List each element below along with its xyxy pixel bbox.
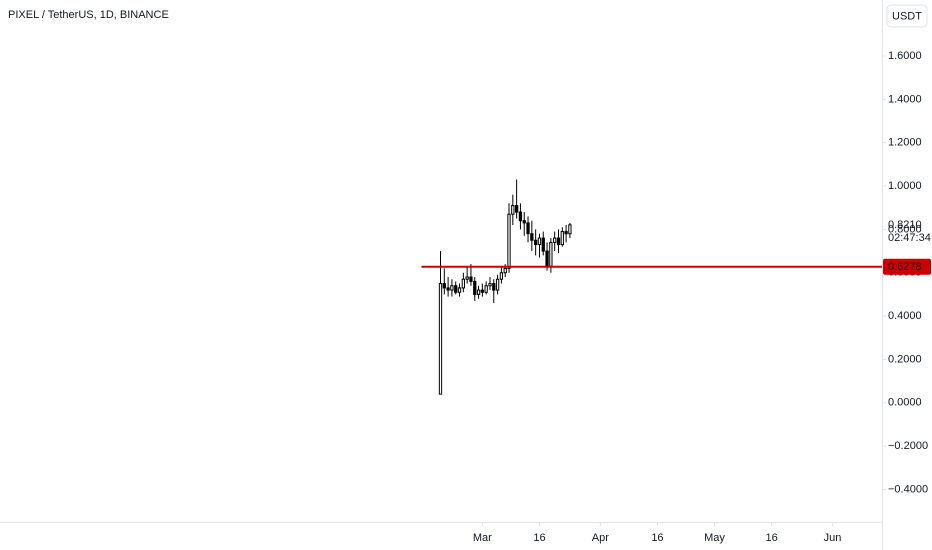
y-tick-label: 0.2000 — [888, 353, 922, 365]
candle-body — [450, 285, 454, 291]
candle-body — [553, 237, 557, 243]
y-tick-label: 1.2000 — [888, 137, 922, 149]
candle-body — [530, 233, 534, 241]
x-tick-label: 16 — [651, 532, 663, 544]
candle-body — [473, 280, 477, 295]
y-tick-label: −0.2000 — [888, 440, 928, 452]
y-tick-label: 0.0000 — [888, 397, 922, 409]
candle-body — [549, 241, 553, 267]
last-price-label: 0.8210 — [888, 219, 922, 231]
candle-body — [518, 211, 523, 222]
y-tick-label: 0.4000 — [888, 310, 922, 322]
currency-button[interactable] — [886, 4, 928, 28]
candle-body — [556, 237, 561, 246]
candle-body — [488, 283, 492, 287]
candle-body — [545, 250, 549, 267]
x-tick-label: 16 — [533, 532, 545, 544]
horizontal-line-tag — [883, 258, 931, 275]
candle-body — [469, 276, 473, 282]
candle-body — [446, 287, 450, 291]
candle-body — [537, 237, 542, 246]
candle-body — [465, 276, 469, 280]
candle-body — [499, 272, 504, 280]
candle-body — [526, 222, 530, 235]
candle-body — [568, 224, 572, 235]
candle-body — [480, 289, 485, 293]
candle-body — [495, 278, 500, 291]
x-tick-label: Mar — [473, 532, 492, 544]
x-tick-label: Jun — [824, 532, 842, 544]
chart-title: PIXEL / TetherUS, 1D, BINANCE — [8, 9, 169, 21]
candle-body — [514, 205, 519, 213]
y-tick-label: −0.4000 — [888, 483, 928, 495]
candle-body — [461, 278, 465, 289]
candle-body — [484, 285, 488, 293]
candle-body — [457, 287, 462, 293]
candle-body — [476, 289, 481, 295]
y-tick-label: 1.0000 — [888, 180, 922, 192]
candle-body — [442, 283, 446, 289]
x-tick-label: Apr — [592, 532, 609, 544]
candle-body — [560, 231, 564, 246]
currency-label[interactable]: USDT — [892, 10, 922, 22]
y-tick-label: 0.8000 — [888, 223, 922, 235]
candle-body — [511, 205, 515, 215]
candle-body — [492, 283, 496, 291]
candle-body — [438, 283, 443, 395]
horizontal-line-label: 0.6278 — [888, 261, 922, 273]
x-tick-label: 16 — [765, 532, 777, 544]
candle-body — [507, 213, 511, 269]
candle-body — [534, 239, 538, 246]
candle-body — [503, 267, 507, 274]
candle-body — [454, 285, 458, 293]
candle-body — [564, 231, 568, 235]
candle-body — [522, 220, 526, 224]
y-tick-label: 1.4000 — [888, 93, 922, 105]
x-tick-label: May — [704, 532, 725, 544]
y-tick-label: 1.6000 — [888, 50, 922, 62]
countdown-label: 02:47:34 — [888, 232, 931, 244]
candle-body — [541, 237, 545, 252]
